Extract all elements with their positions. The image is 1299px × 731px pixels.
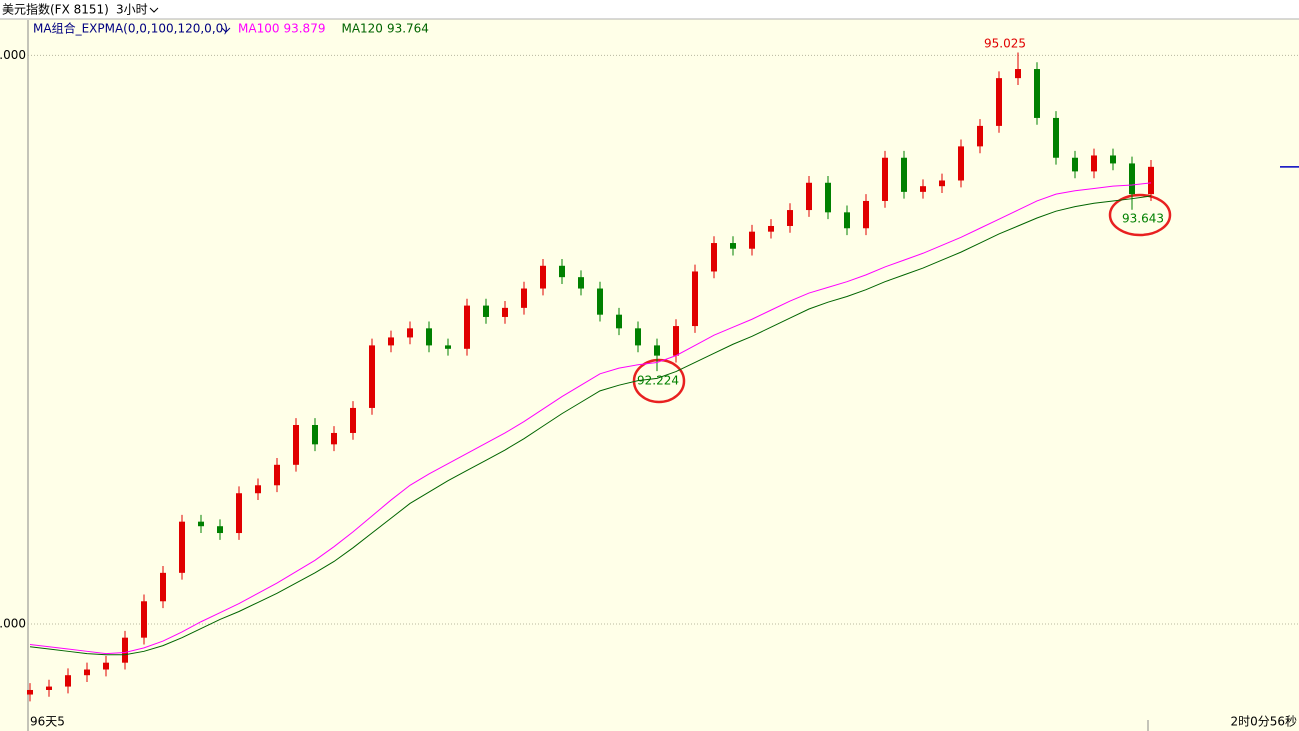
candle-body [977,125,983,147]
candle-body [730,243,736,249]
candle-body [312,425,318,445]
candle-body [654,345,660,356]
legend-entry: MA120 [341,22,382,36]
legend-value: 93.879 [283,22,325,36]
footer-left: 96天5 [30,715,65,729]
candle-body [141,601,147,638]
candle-body [1072,157,1078,172]
candle-body [369,345,375,408]
candle-body [521,288,527,308]
candle-body [787,210,793,226]
chart-title: 美元指数(FX 8151) [2,2,109,17]
highlight-circle [1108,193,1172,237]
candle-body [103,662,109,670]
candles [27,52,1154,702]
candle-body [692,271,698,327]
candle-body [1110,155,1116,164]
indicator-dropdown[interactable] [221,27,231,33]
candle-body [179,521,185,573]
candle-body [749,231,755,249]
candle-body [160,572,166,602]
ma-line [29,182,1152,655]
candle-body [502,307,508,317]
low-annotation: 92.224 [637,374,679,388]
candle-body [293,425,299,465]
ma-line [29,195,1152,656]
candle-body [122,637,128,663]
candle-body [445,345,451,349]
candle-body [388,337,394,346]
candle-body [578,277,584,289]
candle-body [65,675,71,687]
candle-body [768,225,774,232]
candle-body [939,180,945,187]
period[interactable]: 3小时 [116,3,148,17]
candle-body [844,212,850,229]
low-annotation: 93.643 [1122,212,1164,226]
candle-body [616,314,622,329]
candle-body [217,526,223,534]
candle-body [198,521,204,527]
candle-body [540,265,546,289]
indicator-name[interactable]: MA组合_EXPMA(0,0,100,120,0,0) [33,21,228,36]
y-tick-label: 90.000 [0,617,26,631]
candle-body [84,669,90,676]
candle-body [1015,69,1021,79]
candle-body [597,288,603,315]
candle-body [635,328,641,346]
candle-body [236,493,242,534]
candle-body [711,243,717,272]
candle-body [426,328,432,346]
candle-body [407,328,413,338]
candle-body [350,407,356,433]
high-annotation: 95.025 [984,37,1026,51]
y-tick-label: 95.000 [0,48,26,62]
candle-body [1034,69,1040,118]
candle-body [920,186,926,192]
candle-body [559,265,565,278]
legend-entry: MA100 [238,22,279,36]
candle-body [1053,117,1059,158]
highlight-circle [632,358,686,404]
candle-body [1148,166,1154,195]
period-dropdown[interactable] [149,7,159,13]
legend-value: 93.764 [387,22,429,36]
candle-body [27,689,33,695]
candle-body [901,157,907,192]
candle-body [1129,163,1135,195]
candle-body [464,305,470,349]
candle-body [1091,155,1097,172]
candle-body [673,326,679,356]
candle-body [882,157,888,201]
candle-body [483,305,489,317]
candle-body [996,78,1002,126]
candle-body [331,432,337,445]
candle-body [46,686,52,690]
candle-body [255,485,261,494]
candle-body [806,182,812,211]
toolbar [0,0,1299,19]
candle-body [274,464,280,486]
candle-body [863,200,869,229]
candle-body [958,146,964,181]
footer-right: 2时0分56秒 [1230,715,1297,729]
candle-body [825,182,831,213]
